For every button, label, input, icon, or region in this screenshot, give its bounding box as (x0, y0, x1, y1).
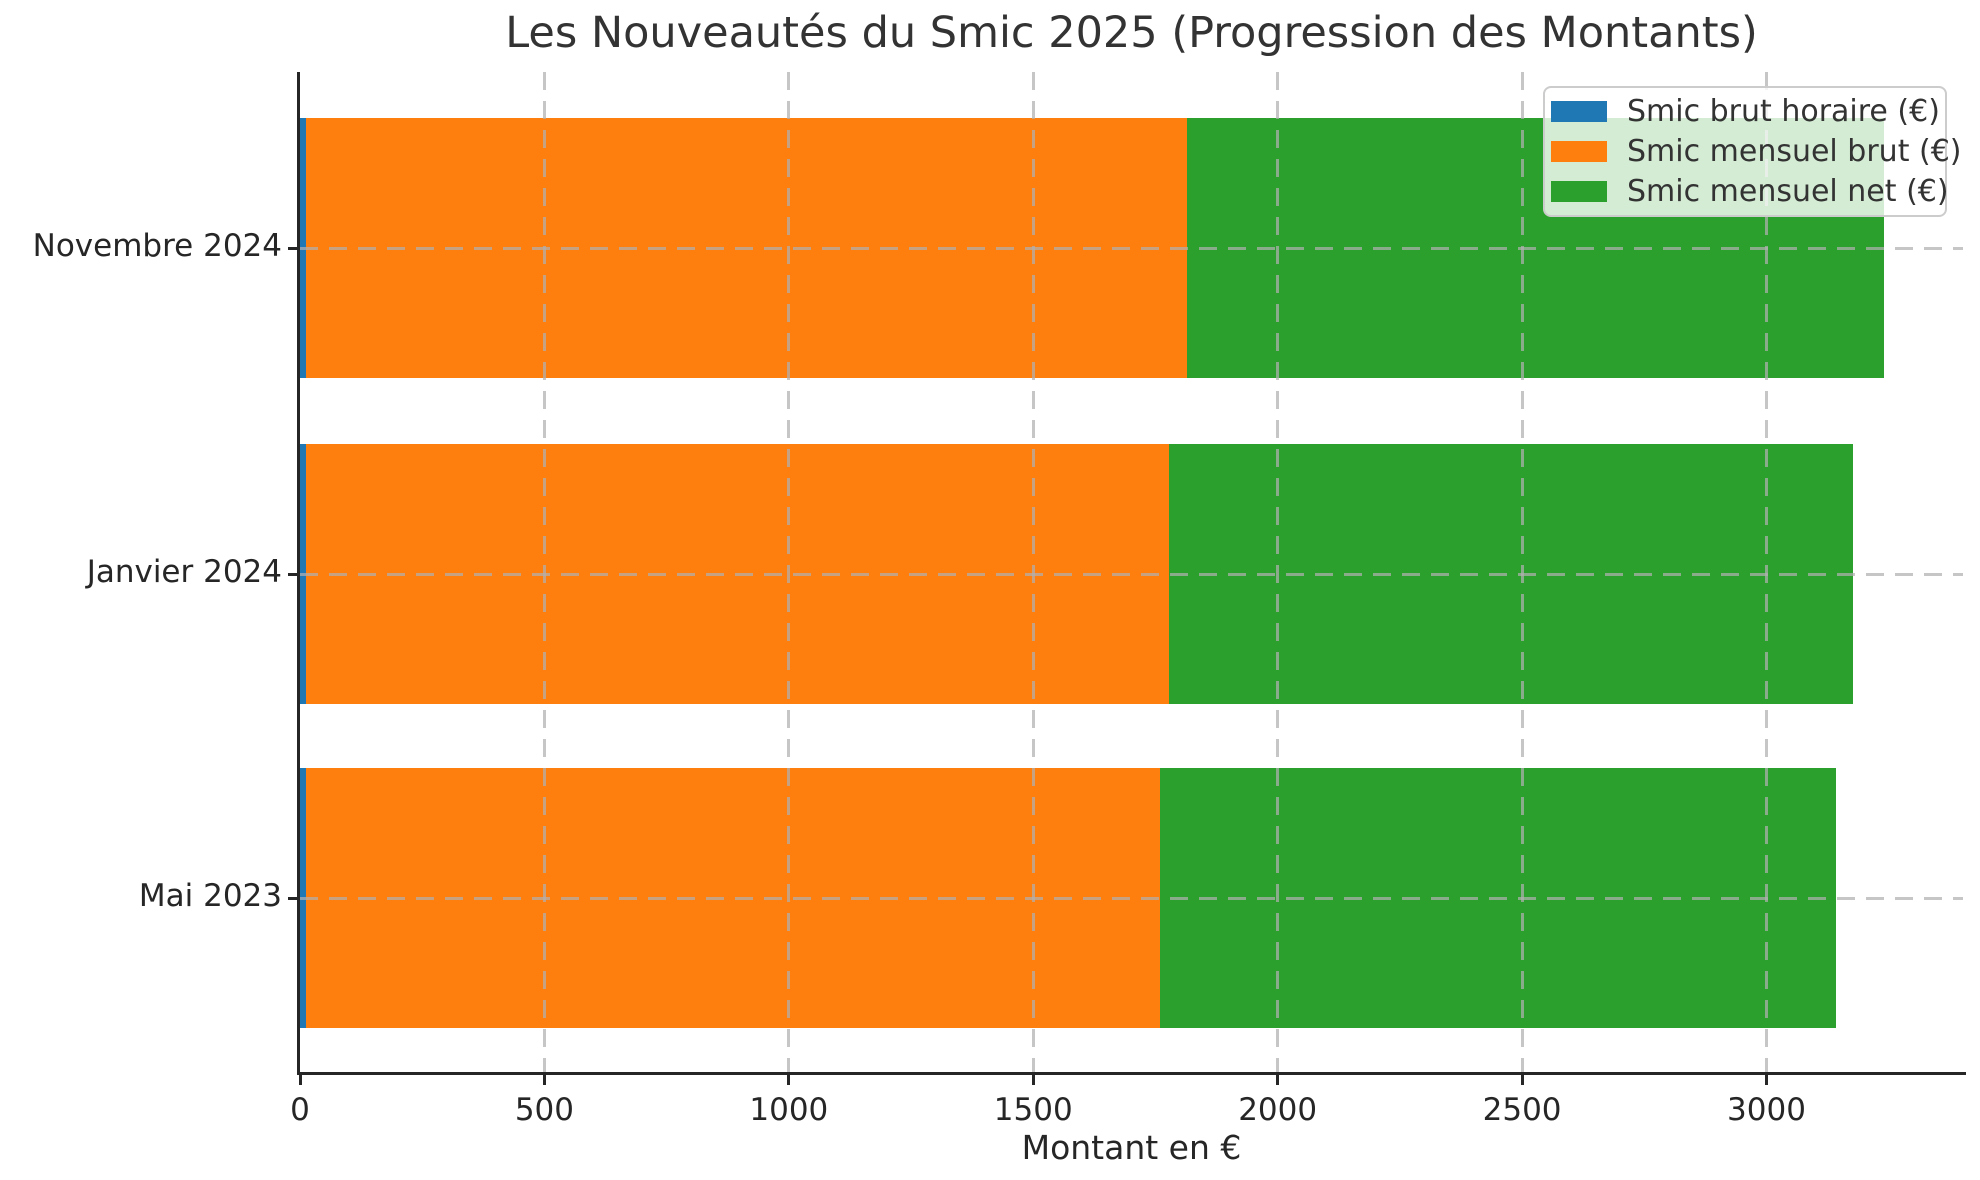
x-tick-label: 2000 (1238, 1092, 1318, 1128)
legend-swatch (1551, 180, 1607, 202)
plot-area (300, 72, 1963, 1072)
gridline-horizontal (300, 896, 1963, 900)
x-tick-mark (542, 1075, 546, 1085)
gridline-horizontal (300, 572, 1963, 576)
x-tick-mark (1764, 1075, 1768, 1085)
x-axis-title: Montant en € (1021, 1128, 1242, 1167)
gridline-vertical (1764, 72, 1768, 1072)
x-tick-mark (787, 1075, 791, 1085)
legend-label: Smic brut horaire (€) (1627, 94, 1940, 130)
y-axis-spine (297, 72, 300, 1075)
y-tick-label: Mai 2023 (138, 878, 282, 914)
legend-swatch (1551, 101, 1607, 123)
gridline-horizontal (300, 246, 1963, 250)
x-tick-label: 2500 (1482, 1092, 1562, 1128)
gridline-vertical (1031, 72, 1035, 1072)
y-tick-mark (288, 896, 298, 900)
y-tick-label: Janvier 2024 (86, 554, 282, 590)
legend-swatch (1551, 141, 1607, 162)
legend-item: Smic brut horaire (€) (1551, 92, 1945, 132)
x-tick-label: 1500 (993, 1092, 1073, 1128)
gridline-vertical (787, 72, 791, 1072)
y-tick-label: Novembre 2024 (32, 228, 282, 264)
gridline-vertical (1520, 72, 1524, 1072)
x-tick-mark (298, 1075, 302, 1085)
gridline-vertical (1276, 72, 1280, 1072)
x-axis-spine (297, 1072, 1966, 1075)
gridline-vertical (542, 72, 546, 1072)
x-tick-mark (1520, 1075, 1524, 1085)
x-tick-mark (1276, 1075, 1280, 1085)
x-tick-label: 500 (514, 1092, 574, 1128)
x-tick-label: 0 (290, 1092, 310, 1128)
legend-label: Smic mensuel brut (€) (1627, 134, 1962, 169)
x-tick-mark (1031, 1075, 1035, 1085)
legend-item: Smic mensuel net (€) (1551, 171, 1949, 211)
legend-label: Smic mensuel net (€) (1627, 173, 1949, 209)
chart-title: Les Nouveautés du Smic 2025 (Progression… (505, 8, 1758, 58)
x-tick-label: 3000 (1727, 1092, 1806, 1128)
legend-item: Smic mensuel brut (€) (1551, 132, 1961, 172)
y-tick-mark (288, 246, 298, 250)
legend: Smic brut horaire (€) Smic mensuel brut (… (1543, 86, 1961, 217)
x-tick-label: 1000 (749, 1092, 829, 1128)
y-tick-mark (288, 572, 298, 576)
